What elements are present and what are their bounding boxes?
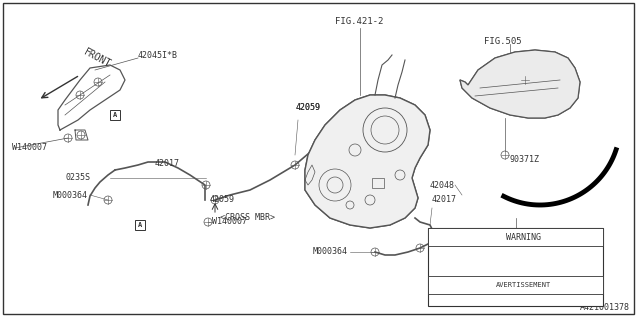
- Text: !: !: [437, 235, 439, 238]
- Bar: [428, 276, 603, 294]
- Text: AVERTISSEMENT: AVERTISSEMENT: [496, 282, 551, 288]
- Text: FRONT: FRONT: [82, 47, 113, 70]
- Bar: [428, 228, 603, 246]
- Text: M000364: M000364: [53, 190, 88, 199]
- Text: 0235S: 0235S: [65, 173, 90, 182]
- Text: A: A: [138, 222, 142, 228]
- Text: !: !: [437, 283, 439, 286]
- Text: A: A: [113, 112, 117, 118]
- Text: 90371Z: 90371Z: [510, 156, 540, 164]
- Bar: [372, 178, 384, 188]
- Text: W140007: W140007: [212, 218, 247, 227]
- Text: 42048: 42048: [430, 180, 455, 189]
- Text: 42059: 42059: [210, 196, 235, 204]
- Polygon shape: [460, 50, 580, 118]
- Text: 42059: 42059: [296, 103, 321, 113]
- Text: FIG.421-2: FIG.421-2: [335, 18, 383, 27]
- Text: A421001378: A421001378: [580, 303, 630, 312]
- Bar: [428, 228, 603, 306]
- Text: 42045I*B: 42045I*B: [138, 51, 178, 60]
- Text: 42017: 42017: [432, 196, 457, 204]
- Text: M000364: M000364: [313, 247, 348, 257]
- Text: WARNING: WARNING: [506, 233, 541, 242]
- Polygon shape: [305, 95, 430, 228]
- Text: W140007: W140007: [12, 143, 47, 153]
- Bar: [135, 220, 145, 230]
- Text: 42059: 42059: [296, 103, 321, 113]
- Text: FIG.505: FIG.505: [484, 37, 522, 46]
- Text: <CROSS MBR>: <CROSS MBR>: [220, 213, 275, 222]
- Bar: [110, 110, 120, 120]
- Text: 42017: 42017: [155, 159, 180, 168]
